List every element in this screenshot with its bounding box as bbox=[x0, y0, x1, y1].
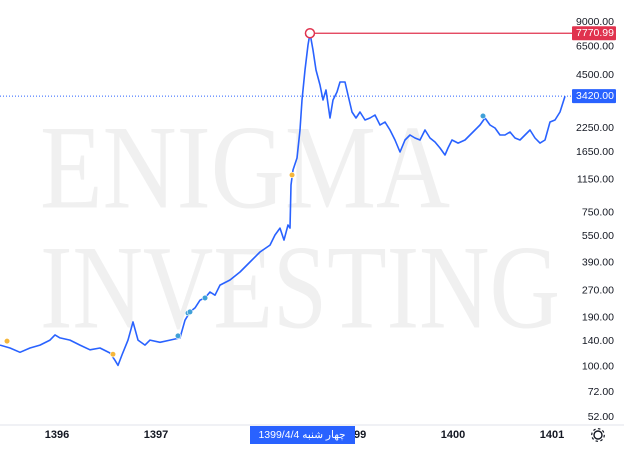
y-tick-label: 140.00 bbox=[582, 335, 614, 347]
y-tick-label: 1150.00 bbox=[577, 174, 614, 186]
event-marker bbox=[479, 112, 487, 120]
y-tick-label: 550.00 bbox=[582, 230, 614, 242]
event-marker bbox=[3, 338, 11, 345]
x-tick-label: 1401 bbox=[540, 429, 564, 441]
x-tick-label: 1396 bbox=[45, 429, 69, 441]
high-price-box bbox=[572, 26, 616, 41]
price-line bbox=[0, 32, 566, 367]
y-tick-label: 750.00 bbox=[582, 206, 614, 218]
y-tick-label: 2250.00 bbox=[576, 122, 614, 134]
event-marker bbox=[186, 308, 194, 316]
event-marker bbox=[288, 171, 296, 179]
y-tick-label: 72.00 bbox=[588, 386, 614, 398]
settings-icon[interactable] bbox=[591, 428, 605, 442]
x-tick-label: 1400 bbox=[441, 429, 465, 441]
event-marker bbox=[174, 332, 182, 339]
x-tick-label: 1397 bbox=[144, 429, 168, 441]
crosshair-box bbox=[250, 426, 355, 444]
y-tick-label: 4500.00 bbox=[576, 69, 614, 81]
y-tick-label: 52.00 bbox=[588, 411, 614, 423]
y-tick-label: 190.00 bbox=[582, 312, 614, 324]
y-tick-label: 9000.00 bbox=[576, 16, 614, 28]
event-marker bbox=[201, 294, 209, 302]
high-marker bbox=[304, 27, 316, 39]
last-price-box bbox=[572, 89, 616, 104]
high-price-label: 7770.99 bbox=[576, 27, 614, 39]
event-marker bbox=[109, 351, 117, 358]
y-tick-label: 6500.00 bbox=[576, 41, 614, 53]
y-tick-label: 1650.00 bbox=[576, 146, 614, 158]
last-price-label: 3420.00 bbox=[576, 90, 614, 102]
y-tick-label: 270.00 bbox=[582, 285, 614, 297]
y-tick-label: 100.00 bbox=[582, 361, 614, 373]
watermark: ENIGMA bbox=[40, 101, 450, 234]
watermark: INVESTING bbox=[40, 221, 560, 354]
crosshair-label: 1399/4/4 چهار شنبه bbox=[258, 429, 345, 441]
y-tick-label: 390.00 bbox=[582, 256, 614, 268]
